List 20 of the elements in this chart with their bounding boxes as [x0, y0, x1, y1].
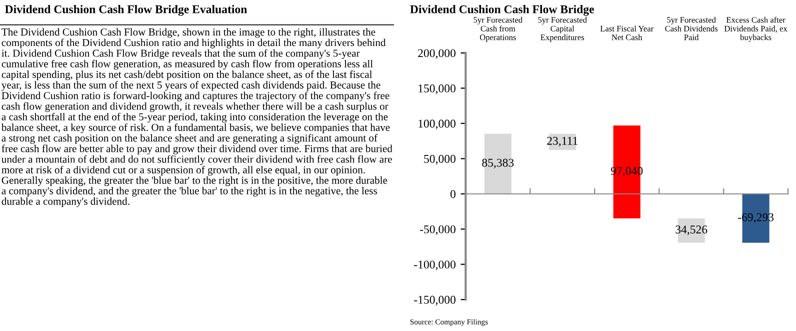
- x-tick-label: 5yr Forecasted Cash from Operations: [474, 16, 522, 42]
- y-tick-label: 0: [450, 190, 456, 198]
- y-tick-label: -150,000: [414, 296, 456, 306]
- x-tick-label: Last Fiscal Year Net Cash: [600, 26, 654, 40]
- data-label: 34,526: [676, 226, 708, 236]
- x-tick-label: 5yr Forecasted Cash Dividends Paid: [665, 16, 718, 40]
- text: The Dividend Cushion Cash Flow Bridge, shown in the image to the right, illustrates the components of the Dividend Cushion ratio and highlights in detail the many drivers behind it. Dividend Cushion Cash Flow Bridge reveals that the sum of the company's 5-year cumulative free cash flow generation, as measured by cash flow from operations less all capital spending, plus its net cash/debt position on the balance sheet, as of the last fiscal year, is less than the sum of the next 5 years of expected cash dividends paid. Because the Dividend Cushion ratio is forward-looking and captures the trajectory of the company's free cash flow generation and dividend growth, it reveals whether there will be a cash surplus or a cash shortfall at the end of the 5-year period, taking into consideration the leverage on the balance sheet, a key source of risk. On a fundamental basis, we believe companies that have a strong net cash position on the balance sheet and are generating a significant amount of free cash flow are better able to pay and grow their dividend over time. Firms that are buried under a mountain of debt and do not sufficiently cover their dividend with free cash flow are more at risk of a dividend cut or a suspension of growth, all else equal, in our opinion. Generally speaking, the greater the 'blue bar' to the right is in the positive, the more durable a company's dividend, and the greater the 'blue bar' to the right is in the negative, the less durable a company's dividend.: [1, 28, 392, 207]
- y-tick-label: 200,000: [418, 49, 456, 59]
- data-label: 23,111: [547, 136, 578, 147]
- text: Dividend Cushion Cash Flow Bridge Evaluation: [4, 4, 247, 16]
- bar: [548, 134, 576, 150]
- y-tick-label: 100,000: [418, 120, 456, 130]
- y-tick-label: -100,000: [414, 260, 456, 270]
- x-tick-label: Excess Cash after Dividends Paid, ex buybacks: [724, 16, 788, 42]
- y-tick-label: 150,000: [418, 84, 456, 94]
- y-tick-label: 50,000: [424, 154, 456, 165]
- y-tick-label: -50,000: [420, 225, 456, 236]
- data-label: 85,383: [482, 158, 514, 168]
- chart-title: Dividend Cushion Cash Flow Bridge: [410, 4, 594, 16]
- x-tick-label: 5yr Forecasted Capital Expenditures: [538, 16, 587, 42]
